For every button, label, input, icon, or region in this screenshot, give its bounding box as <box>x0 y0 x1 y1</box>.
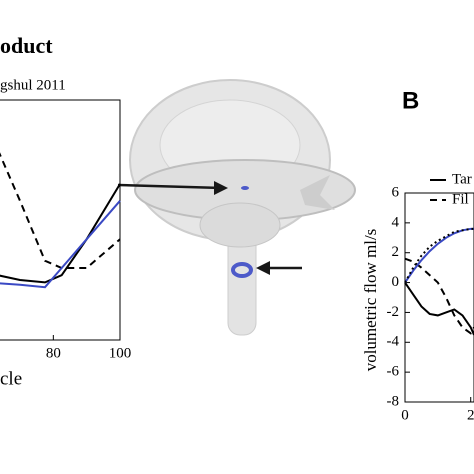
legend-label: Tar <box>452 171 472 187</box>
panel-label: B <box>402 87 419 114</box>
brain-illustration <box>117 79 356 336</box>
y-tick-label: 4 <box>392 214 400 230</box>
x-tick-label: 2 <box>467 407 474 423</box>
line-series <box>0 200 121 289</box>
y-tick-label: -8 <box>387 393 400 409</box>
y-axis-label: volumetric flow ml/s <box>361 229 380 372</box>
x-tick-label: 100 <box>109 345 132 361</box>
plot-frame <box>0 99 121 341</box>
plot-frame <box>404 192 474 403</box>
line-series <box>0 183 121 284</box>
chart-subtitle: gshul 2011 <box>0 77 66 93</box>
x-tick-label: 80 <box>46 345 61 361</box>
y-tick-label: 6 <box>392 184 400 200</box>
x-axis-label: cle <box>0 368 22 389</box>
y-tick-label: -4 <box>387 334 400 350</box>
legend-label: Fil <box>452 191 469 207</box>
y-tick-label: 0 <box>392 274 400 290</box>
line-series <box>404 227 474 284</box>
y-tick-label: 2 <box>392 244 400 260</box>
y-tick-label: -6 <box>387 364 400 380</box>
line-series <box>404 227 474 284</box>
x-tick-label: 0 <box>401 407 409 423</box>
line-series <box>404 282 474 336</box>
chart-title: oduct <box>0 33 53 58</box>
line-series <box>0 152 121 269</box>
y-tick-label: -2 <box>387 304 400 320</box>
